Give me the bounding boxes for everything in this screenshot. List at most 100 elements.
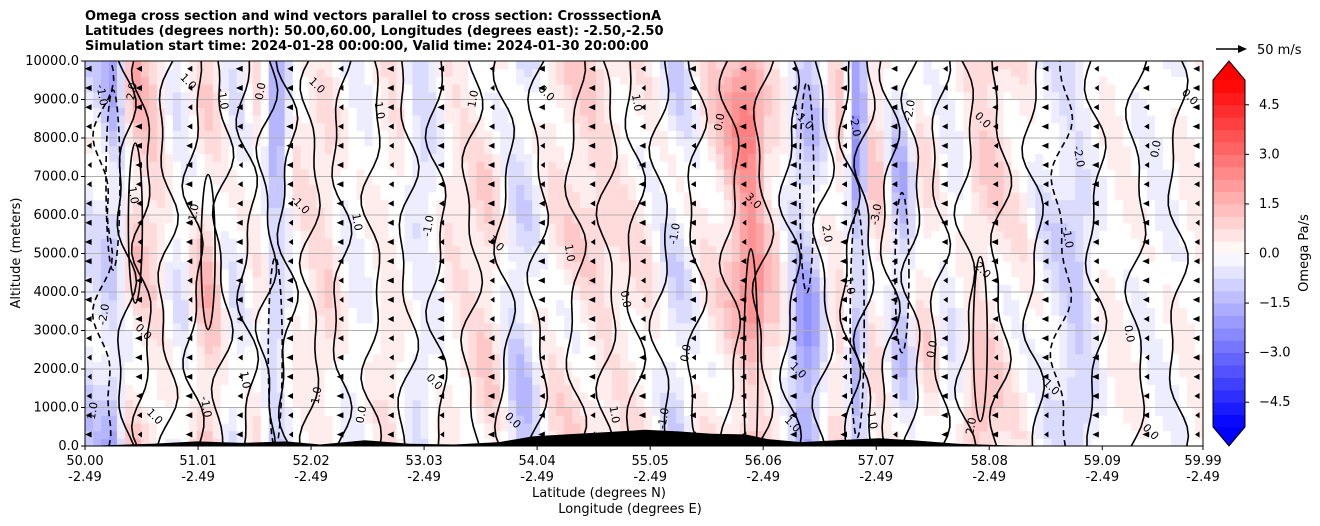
- omega-cell: [324, 330, 334, 339]
- omega-cell: [835, 330, 845, 339]
- omega-cell: [452, 161, 461, 170]
- omega-cell: [620, 207, 629, 216]
- omega-cell: [811, 430, 821, 439]
- omega-cell: [675, 122, 685, 131]
- omega-cell: [420, 292, 429, 301]
- omega-cell: [452, 392, 461, 401]
- omega-cell: [284, 107, 294, 116]
- omega-cell: [244, 422, 254, 432]
- omega-cell: [444, 122, 453, 131]
- omega-cell: [691, 191, 701, 201]
- omega-cell: [564, 268, 573, 278]
- omega-cell: [404, 315, 414, 324]
- omega-cell: [779, 61, 789, 70]
- omega-cell: [859, 399, 869, 409]
- omega-cell: [108, 345, 118, 355]
- omega-cell: [188, 253, 198, 262]
- omega-cell: [412, 430, 421, 439]
- omega-cell: [675, 261, 685, 270]
- omega-cell: [380, 330, 390, 339]
- omega-cell: [364, 299, 374, 308]
- omega-cell: [771, 322, 781, 332]
- omega-cell: [819, 238, 829, 247]
- omega-cell: [316, 222, 326, 231]
- omega-cell: [124, 315, 134, 324]
- omega-cell: [156, 338, 166, 347]
- omega-cell: [683, 284, 693, 293]
- omega-cell: [548, 430, 557, 439]
- omega-cell: [771, 330, 781, 339]
- omega-cell: [300, 84, 310, 93]
- omega-cell: [468, 207, 477, 216]
- omega-cell: [412, 338, 421, 347]
- omega-cell: [516, 415, 525, 424]
- omega-cell: [284, 399, 294, 409]
- omega-cell: [620, 399, 629, 409]
- omega-cell: [580, 199, 589, 208]
- omega-cell: [739, 168, 749, 178]
- omega-cell: [300, 68, 310, 77]
- omega-cell: [867, 238, 877, 247]
- omega-cell: [452, 376, 461, 385]
- omega-cell: [364, 199, 374, 208]
- omega-cell: [284, 230, 294, 239]
- omega-cell: [803, 122, 813, 131]
- omega-cell: [356, 207, 366, 216]
- omega-cell: [675, 245, 685, 255]
- omega-cell: [100, 384, 110, 393]
- omega-cell: [699, 292, 709, 301]
- omega-cell: [404, 107, 414, 116]
- omega-cell: [811, 122, 821, 131]
- omega-cell: [388, 107, 398, 116]
- omega-cell: [580, 330, 589, 339]
- omega-cell: [564, 376, 573, 385]
- omega-cell: [460, 345, 469, 355]
- omega-cell: [404, 184, 414, 193]
- omega-cell: [420, 369, 429, 378]
- omega-cell: [819, 130, 829, 139]
- omega-cell: [667, 307, 677, 316]
- omega-cell: [723, 422, 733, 432]
- omega-cell: [691, 68, 701, 77]
- omega-cell: [707, 361, 717, 370]
- omega-cell: [364, 207, 374, 216]
- omega-cell: [659, 245, 669, 255]
- omega-cell: [356, 407, 366, 416]
- omega-cell: [308, 230, 318, 239]
- omega-cell: [644, 114, 653, 124]
- omega-cell: [843, 276, 853, 285]
- omega-cell: [148, 430, 158, 439]
- omega-cell: [388, 292, 398, 301]
- omega-cell: [404, 330, 414, 339]
- omega-cell: [771, 61, 781, 70]
- omega-cell: [771, 268, 781, 278]
- omega-cell: [867, 130, 877, 139]
- omega-cell: [348, 330, 358, 339]
- omega-cell: [100, 268, 110, 278]
- omega-cell: [380, 430, 390, 439]
- omega-cell: [276, 245, 286, 255]
- omega-cell: [172, 353, 182, 362]
- omega-cell: [604, 376, 613, 385]
- omega-cell: [827, 107, 837, 116]
- omega-cell: [795, 330, 805, 339]
- omega-cell: [85, 153, 94, 162]
- omega-cell: [691, 299, 701, 308]
- omega-cell: [731, 168, 741, 178]
- omega-cell: [524, 430, 533, 439]
- omega-cell: [819, 399, 829, 409]
- omega-cell: [819, 68, 829, 77]
- omega-cell: [771, 299, 781, 308]
- omega-cell: [204, 161, 214, 170]
- omega-cell: [100, 114, 110, 124]
- omega-cell: [316, 307, 326, 316]
- omega-cell: [524, 353, 533, 362]
- omega-cell: [316, 122, 326, 131]
- omega-cell: [412, 345, 421, 355]
- omega-cell: [140, 338, 150, 347]
- omega-cell: [867, 330, 877, 339]
- omega-cell: [460, 399, 469, 409]
- omega-cell: [659, 191, 669, 201]
- omega-cell: [580, 91, 589, 101]
- omega-cell: [771, 114, 781, 124]
